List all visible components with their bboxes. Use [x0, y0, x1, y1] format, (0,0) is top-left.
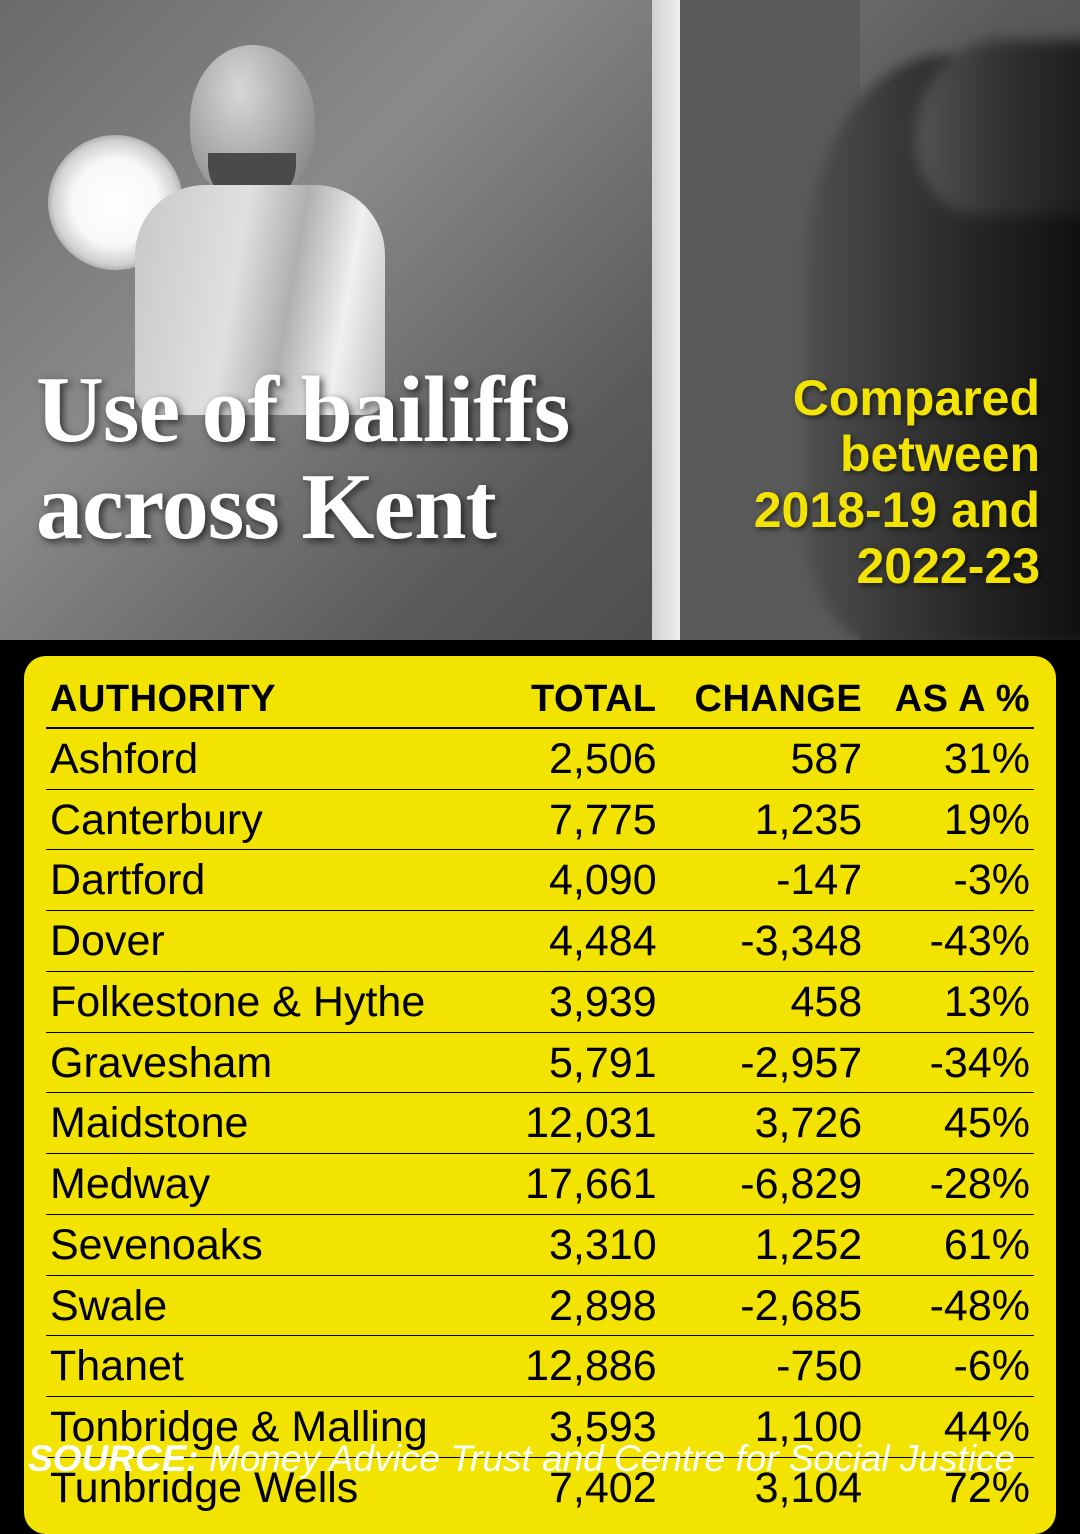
cell-change: 1,252	[661, 1214, 867, 1275]
col-authority: AUTHORITY	[46, 670, 497, 728]
cell-pct: 31%	[866, 728, 1034, 789]
table-row: Gravesham5,791-2,957-34%	[46, 1032, 1034, 1093]
hero-photo-area: Use of bailiffs across Kent Compared bet…	[0, 0, 1080, 640]
cell-total: 4,484	[497, 911, 660, 972]
cell-change: -2,957	[661, 1032, 867, 1093]
table-row: Canterbury7,7751,23519%	[46, 789, 1034, 850]
subtitle-line-1: Compared	[793, 370, 1040, 426]
table-row: Sevenoaks3,3101,25261%	[46, 1214, 1034, 1275]
cell-authority: Folkestone & Hythe	[46, 971, 497, 1032]
cell-pct: 13%	[866, 971, 1034, 1032]
cell-pct: -34%	[866, 1032, 1034, 1093]
table-row: Swale2,898-2,685-48%	[46, 1275, 1034, 1336]
cell-authority: Swale	[46, 1275, 497, 1336]
subtitle: Compared between 2018-19 and 2022-23	[754, 370, 1040, 594]
cell-change: 1,235	[661, 789, 867, 850]
cell-total: 4,090	[497, 850, 660, 911]
cell-change: -147	[661, 850, 867, 911]
table-row: Dover4,484-3,348-43%	[46, 911, 1034, 972]
table-body: Ashford2,50658731%Canterbury7,7751,23519…	[46, 728, 1034, 1518]
subtitle-line-4: 2022-23	[857, 538, 1041, 594]
cell-authority: Dover	[46, 911, 497, 972]
cell-authority: Maidstone	[46, 1093, 497, 1154]
cell-authority: Medway	[46, 1154, 497, 1215]
cell-total: 3,939	[497, 971, 660, 1032]
cell-authority: Thanet	[46, 1336, 497, 1397]
cell-change: -6,829	[661, 1154, 867, 1215]
col-change: CHANGE	[661, 670, 867, 728]
cell-pct: -6%	[866, 1336, 1034, 1397]
table-row: Ashford2,50658731%	[46, 728, 1034, 789]
cell-pct: 61%	[866, 1214, 1034, 1275]
table-row: Folkestone & Hythe3,93945813%	[46, 971, 1034, 1032]
table-row: Dartford4,090-147-3%	[46, 850, 1034, 911]
occupant-head	[915, 40, 1080, 215]
doorframe-shape	[652, 0, 680, 640]
main-title: Use of bailiffs across Kent	[36, 362, 569, 556]
cell-total: 5,791	[497, 1032, 660, 1093]
title-line-1: Use of bailiffs	[36, 358, 569, 462]
cell-total: 2,898	[497, 1275, 660, 1336]
cell-pct: -3%	[866, 850, 1034, 911]
source-label: SOURCE:	[28, 1438, 199, 1479]
cell-authority: Sevenoaks	[46, 1214, 497, 1275]
cell-total: 12,886	[497, 1336, 660, 1397]
cell-authority: Canterbury	[46, 789, 497, 850]
cell-authority: Ashford	[46, 728, 497, 789]
cell-change: -2,685	[661, 1275, 867, 1336]
col-pct: AS A %	[866, 670, 1034, 728]
infographic-container: Use of bailiffs across Kent Compared bet…	[0, 0, 1080, 1506]
bailiff-figure	[190, 45, 315, 200]
cell-change: 587	[661, 728, 867, 789]
cell-change: -3,348	[661, 911, 867, 972]
col-total: TOTAL	[497, 670, 660, 728]
subtitle-line-3: 2018-19 and	[754, 482, 1040, 538]
cell-total: 2,506	[497, 728, 660, 789]
cell-change: 458	[661, 971, 867, 1032]
source-line: SOURCE: Money Advice Trust and Centre fo…	[28, 1438, 1015, 1480]
cell-total: 12,031	[497, 1093, 660, 1154]
table-row: Thanet12,886-750-6%	[46, 1336, 1034, 1397]
cell-change: 3,726	[661, 1093, 867, 1154]
cell-pct: -43%	[866, 911, 1034, 972]
figure-head	[190, 45, 315, 200]
cell-change: -750	[661, 1336, 867, 1397]
table-row: Medway17,661-6,829-28%	[46, 1154, 1034, 1215]
title-line-2: across Kent	[36, 455, 496, 559]
cell-pct: -48%	[866, 1275, 1034, 1336]
cell-total: 3,310	[497, 1214, 660, 1275]
cell-total: 7,775	[497, 789, 660, 850]
cell-authority: Gravesham	[46, 1032, 497, 1093]
table-row: Maidstone12,0313,72645%	[46, 1093, 1034, 1154]
cell-authority: Dartford	[46, 850, 497, 911]
cell-pct: -28%	[866, 1154, 1034, 1215]
cell-pct: 45%	[866, 1093, 1034, 1154]
source-text: Money Advice Trust and Centre for Social…	[199, 1438, 1015, 1479]
cell-total: 17,661	[497, 1154, 660, 1215]
subtitle-line-2: between	[840, 426, 1040, 482]
data-table-panel: AUTHORITY TOTAL CHANGE AS A % Ashford2,5…	[24, 656, 1056, 1534]
bailiff-table: AUTHORITY TOTAL CHANGE AS A % Ashford2,5…	[46, 670, 1034, 1518]
table-header-row: AUTHORITY TOTAL CHANGE AS A %	[46, 670, 1034, 728]
cell-pct: 19%	[866, 789, 1034, 850]
